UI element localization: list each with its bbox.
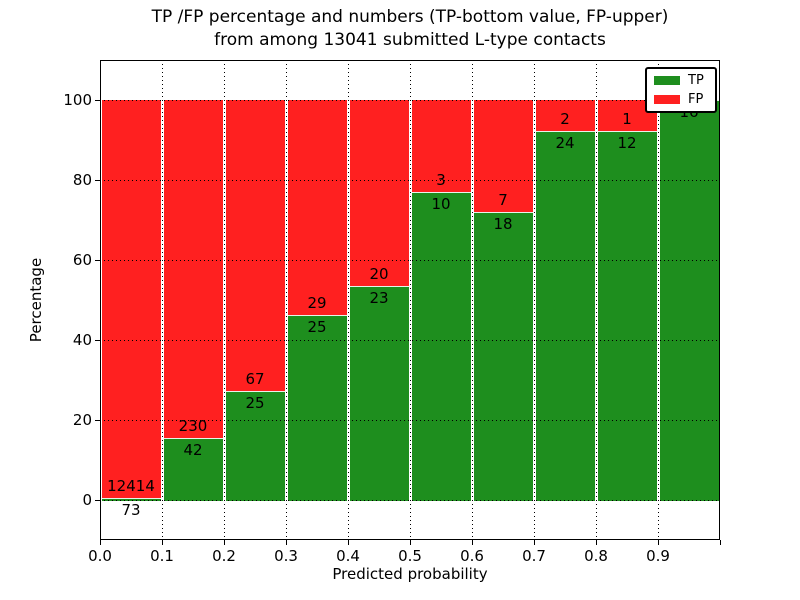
y-tick-mark — [95, 420, 100, 421]
legend-item-tp: TP — [654, 73, 708, 88]
y-tick-mark — [95, 500, 100, 501]
tp-count-label: 24 — [555, 133, 575, 152]
fp-count-label: 230 — [178, 417, 208, 436]
tp-count-label: 73 — [121, 500, 141, 519]
v-gridline — [286, 60, 287, 540]
x-tick-mark — [162, 540, 163, 545]
fp-count-label: 67 — [245, 370, 265, 389]
v-gridline — [596, 60, 597, 540]
legend-label-tp: TP — [688, 73, 704, 88]
fp-count-label: 1 — [622, 109, 632, 128]
x-tick-label: 0.4 — [336, 547, 360, 565]
tp-count-label: 25 — [245, 394, 265, 413]
tp-count-label: 12 — [617, 133, 637, 152]
bar-tp-segment — [535, 130, 595, 501]
bar-fp-segment — [473, 100, 533, 212]
v-gridline — [658, 60, 659, 540]
v-gridline — [472, 60, 473, 540]
x-tick-mark — [224, 540, 225, 545]
chart-title: TP /FP percentage and numbers (TP-bottom… — [60, 6, 760, 52]
y-tick-mark — [95, 100, 100, 101]
x-tick-label: 0.0 — [88, 547, 112, 565]
y-tick-mark — [95, 260, 100, 261]
y-tick-label: 80 — [72, 171, 92, 189]
y-tick-label: 0 — [82, 491, 92, 509]
legend: TP FP — [645, 67, 717, 113]
bar-tp-segment — [349, 286, 409, 501]
bar-tp-segment — [597, 130, 657, 501]
x-tick-mark — [658, 540, 659, 545]
y-tick-label: 60 — [72, 251, 92, 269]
x-tick-mark — [410, 540, 411, 545]
v-gridline — [224, 60, 225, 540]
legend-item-fp: FP — [654, 92, 708, 107]
y-tick-label: 100 — [63, 91, 92, 109]
x-tick-label: 0.2 — [212, 547, 236, 565]
x-tick-label: 0.1 — [150, 547, 174, 565]
x-tick-mark — [534, 540, 535, 545]
x-tick-label: 0.7 — [522, 547, 546, 565]
x-tick-label: 0.9 — [646, 547, 670, 565]
v-gridline — [410, 60, 411, 540]
x-tick-mark — [472, 540, 473, 545]
x-tick-label: 0.3 — [274, 547, 298, 565]
x-tick-mark — [596, 540, 597, 545]
bar-tp-segment — [101, 497, 161, 501]
x-tick-mark — [720, 540, 721, 545]
x-tick-mark — [286, 540, 287, 545]
fp-count-label: 2 — [560, 109, 570, 128]
bar-tp-segment — [659, 100, 719, 501]
chart-title-line1: TP /FP percentage and numbers (TP-bottom… — [151, 7, 669, 27]
bar-tp-segment — [473, 212, 533, 501]
fp-count-label: 29 — [307, 293, 327, 312]
bar-fp-segment — [163, 100, 223, 439]
bar-fp-segment — [101, 100, 161, 498]
tp-count-label: 10 — [431, 195, 451, 214]
y-tick-mark — [95, 340, 100, 341]
tp-swatch-icon — [654, 76, 680, 85]
y-tick-mark — [95, 180, 100, 181]
v-gridline — [162, 60, 163, 540]
fp-count-label: 7 — [498, 191, 508, 209]
y-tick-label: 20 — [72, 411, 92, 429]
bar-tp-segment — [163, 438, 223, 501]
plot-area: 12414732304267252925202331071822411216 — [100, 60, 720, 540]
fp-count-label: 12414 — [107, 476, 155, 495]
fp-swatch-icon — [654, 95, 680, 104]
bar-fp-segment — [411, 100, 471, 193]
fp-count-label: 3 — [436, 171, 446, 190]
x-tick-label: 0.8 — [584, 547, 608, 565]
bar-fp-segment — [225, 100, 285, 392]
bar-fp-segment — [287, 100, 347, 315]
legend-label-fp: FP — [688, 92, 704, 107]
v-gridline — [348, 60, 349, 540]
bar-tp-segment — [225, 391, 285, 501]
tp-count-label: 23 — [369, 289, 389, 308]
y-axis-label: Percentage — [27, 257, 45, 343]
bar-fp-segment — [535, 100, 595, 131]
x-tick-label: 0.6 — [460, 547, 484, 565]
bar-tp-segment — [287, 314, 347, 501]
tp-count-label: 42 — [183, 441, 203, 460]
y-tick-label: 40 — [72, 331, 92, 349]
tp-count-label: 18 — [493, 215, 513, 233]
x-tick-mark — [100, 540, 101, 545]
x-tick-mark — [348, 540, 349, 545]
tp-count-label: 25 — [307, 317, 327, 336]
bar-tp-segment — [411, 192, 471, 501]
x-axis-label: Predicted probability — [332, 565, 488, 583]
chart-title-line2: from among 13041 submitted L-type contac… — [214, 30, 606, 50]
fp-count-label: 20 — [369, 265, 389, 284]
v-gridline — [534, 60, 535, 540]
bar-fp-segment — [349, 100, 409, 287]
x-tick-label: 0.5 — [398, 547, 422, 565]
